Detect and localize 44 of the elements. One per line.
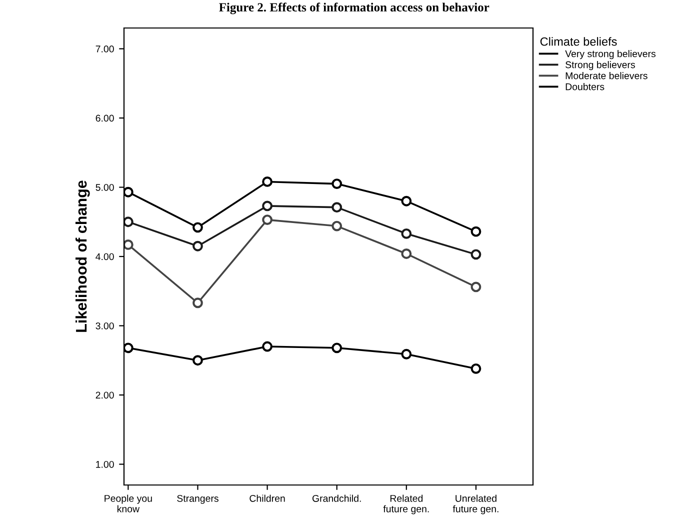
point bbox=[262, 176, 272, 187]
point bbox=[124, 240, 134, 250]
point bbox=[262, 200, 272, 212]
point bbox=[332, 178, 342, 190]
legend-title: Climate beliefs bbox=[540, 37, 617, 46]
chart-title: Figure 2. Effects of information access on behavior bbox=[219, 2, 490, 14]
point bbox=[332, 342, 342, 354]
y-tick-label: 5.00 bbox=[96, 184, 114, 191]
x-tick-label: Children bbox=[250, 494, 285, 502]
point bbox=[470, 282, 482, 292]
point bbox=[401, 228, 412, 239]
point bbox=[124, 216, 134, 228]
y-tick-label: 2.00 bbox=[96, 392, 114, 399]
point bbox=[192, 298, 203, 308]
legend-label: Very strong believers bbox=[565, 50, 656, 60]
x-tick-label: People you know bbox=[104, 494, 152, 512]
x-tick-label: Unrelated future gen. bbox=[452, 494, 498, 514]
point bbox=[192, 355, 203, 366]
point bbox=[192, 222, 203, 233]
point bbox=[401, 196, 412, 206]
point bbox=[332, 220, 342, 232]
y-tick-label: 3.00 bbox=[96, 322, 114, 330]
point bbox=[401, 248, 412, 259]
legend-label: Strong believers bbox=[566, 61, 635, 70]
point bbox=[332, 202, 342, 213]
legend-label: Moderate believers bbox=[566, 72, 648, 80]
point bbox=[262, 214, 272, 226]
y-tick-label: 4.00 bbox=[96, 253, 114, 260]
x-tick-label: Strangers bbox=[177, 494, 218, 504]
point bbox=[401, 348, 412, 360]
point bbox=[124, 186, 134, 198]
x-tick-label: Grandchild. bbox=[312, 494, 361, 502]
y-tick-label: 1.00 bbox=[96, 460, 114, 468]
y-tick-label: 6.00 bbox=[96, 114, 114, 122]
point bbox=[470, 249, 482, 260]
point bbox=[262, 341, 272, 352]
y-tick-label: 7.00 bbox=[96, 46, 114, 52]
point bbox=[470, 363, 482, 374]
point bbox=[124, 342, 134, 354]
legend-label: Doubters bbox=[566, 83, 604, 90]
x-tick-label: Related future gen. bbox=[383, 494, 429, 514]
point bbox=[470, 226, 482, 237]
y-axis-title: Likelihood of change bbox=[75, 180, 90, 332]
point bbox=[192, 240, 203, 252]
